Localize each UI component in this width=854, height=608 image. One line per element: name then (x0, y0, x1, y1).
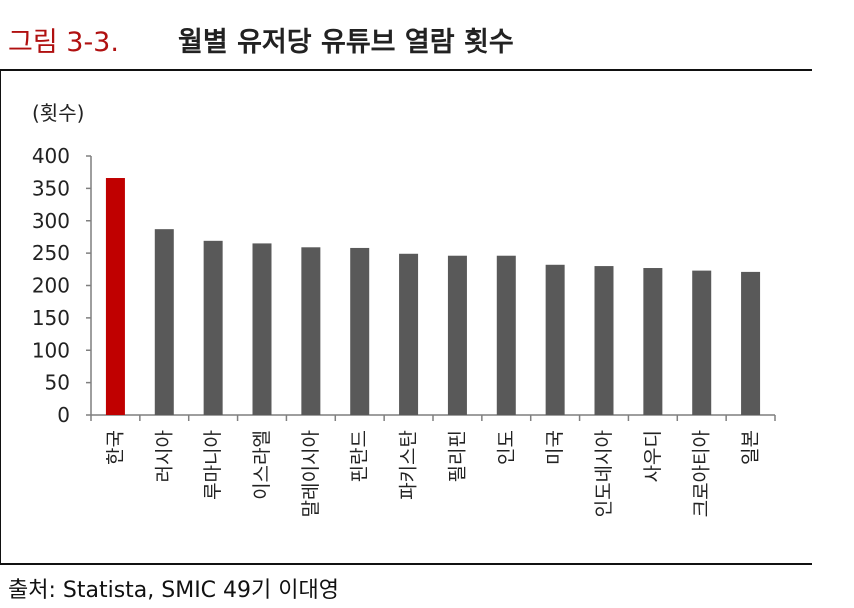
source-note: 출처: Statista, SMIC 49기 이대영 (8, 578, 339, 603)
x-tick-label: 한국 (104, 430, 126, 465)
bar-11 (594, 266, 614, 415)
bar-1 (105, 178, 125, 415)
figure-title: 그림 3-3. 월별 유저당 유튜브 열람 횟수 (0, 0, 812, 70)
x-tick-label: 말레이시아 (300, 430, 322, 517)
y-axis-label: (횟수) (32, 101, 84, 125)
y-tick-label: 50 (45, 371, 70, 395)
x-tick-label: 이스라엘 (251, 430, 273, 500)
bar-6 (350, 247, 370, 415)
bar-2 (154, 229, 174, 415)
bar-4 (252, 243, 272, 415)
x-tick-label: 인도네시아 (593, 430, 615, 517)
x-tick-label: 미국 (544, 430, 566, 465)
bar-5 (301, 247, 321, 415)
y-tick-label: 300 (32, 209, 70, 233)
bar-13 (692, 270, 712, 415)
x-tick-label: 일본 (740, 430, 762, 465)
bar-12 (643, 268, 663, 415)
x-tick-label: 사우디 (642, 430, 664, 482)
y-tick-label: 250 (32, 241, 70, 265)
y-tick-label: 200 (32, 274, 70, 298)
y-tick-label: 0 (57, 403, 70, 427)
x-tick-label: 파키스탄 (398, 430, 420, 500)
source-divider (0, 563, 812, 565)
bar-14 (741, 271, 761, 415)
figure-number: 그림 3-3. (8, 27, 119, 58)
y-tick-label: 100 (32, 338, 70, 362)
x-tick-label: 필리핀 (446, 430, 468, 482)
bar-9 (496, 255, 516, 415)
x-tick-label: 러시아 (153, 430, 175, 482)
title-divider (0, 69, 812, 71)
bar-7 (399, 253, 419, 415)
bar-8 (447, 255, 467, 415)
x-tick-label: 핀란드 (349, 430, 371, 482)
y-tick-label: 400 (32, 144, 70, 168)
frame-left-border (0, 70, 1, 564)
x-tick-label: 인도 (495, 430, 517, 465)
x-tick-label: 루마니아 (202, 430, 224, 500)
bar-3 (203, 240, 223, 415)
x-tick-label: 크로아티아 (691, 430, 713, 517)
figure-title-text: 월별 유저당 유튜브 열람 횟수 (178, 27, 514, 58)
y-tick-label: 350 (32, 176, 70, 200)
bar-10 (545, 264, 565, 415)
y-tick-label: 150 (32, 306, 70, 330)
